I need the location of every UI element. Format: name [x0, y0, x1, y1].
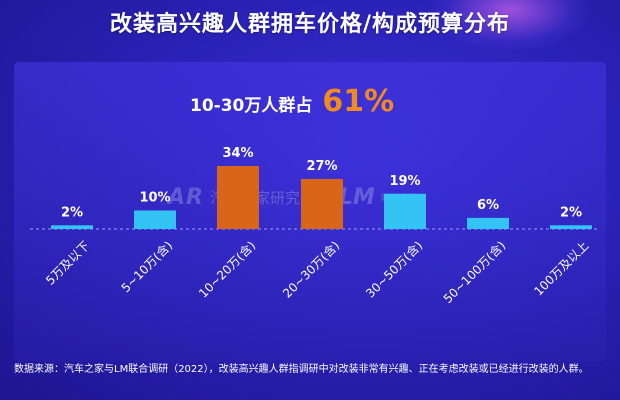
value-label-1: 10%: [139, 190, 170, 205]
bar-0: [51, 225, 93, 229]
bar-1: [134, 210, 176, 229]
value-label-6: 2%: [560, 205, 582, 220]
value-labels-group: 2% 10% 34% 27% 19% 6% 2%: [61, 146, 582, 220]
bar-2: [217, 166, 259, 229]
bar-5: [467, 217, 509, 229]
value-label-4: 19%: [389, 174, 420, 189]
tick-label-2: 10~20万(含): [195, 238, 258, 301]
watermark-logo-ar: AR: [168, 185, 204, 210]
highlight-value: 61%: [322, 84, 395, 119]
footnote: 数据来源：汽车之家与LM联合调研（2022），改装高兴趣人群指调研中对改装非常有…: [14, 364, 589, 375]
tick-label-0: 5万及以下: [43, 238, 92, 287]
tick-label-1: 5~10万(含): [118, 238, 176, 296]
tick-label-4: 30~50万(含): [362, 238, 425, 301]
value-label-2: 34%: [222, 146, 253, 161]
highlight-callout: 10-30万人群占 61%: [190, 84, 394, 120]
value-label-0: 2%: [61, 205, 83, 220]
bars-group: [51, 166, 592, 229]
tick-label-3: 20~30万(含): [279, 238, 342, 301]
tick-label-6: 100万及以上: [531, 238, 591, 298]
tick-label-5: 50~100万(含): [440, 238, 508, 306]
bar-4: [384, 193, 426, 229]
bar-6: [550, 225, 592, 229]
value-label-5: 6%: [477, 198, 499, 213]
page-title: 改装高兴趣人群拥车价格/构成预算分布: [109, 12, 511, 37]
value-label-3: 27%: [306, 159, 337, 174]
watermark-logo-lm: LM: [338, 185, 375, 210]
highlight-label: 10-30万人群占: [190, 96, 313, 116]
bar-3: [301, 178, 343, 229]
tick-labels-group: 5万及以下 5~10万(含) 10~20万(含) 20~30万(含) 30~50万(含)…: [43, 238, 591, 306]
